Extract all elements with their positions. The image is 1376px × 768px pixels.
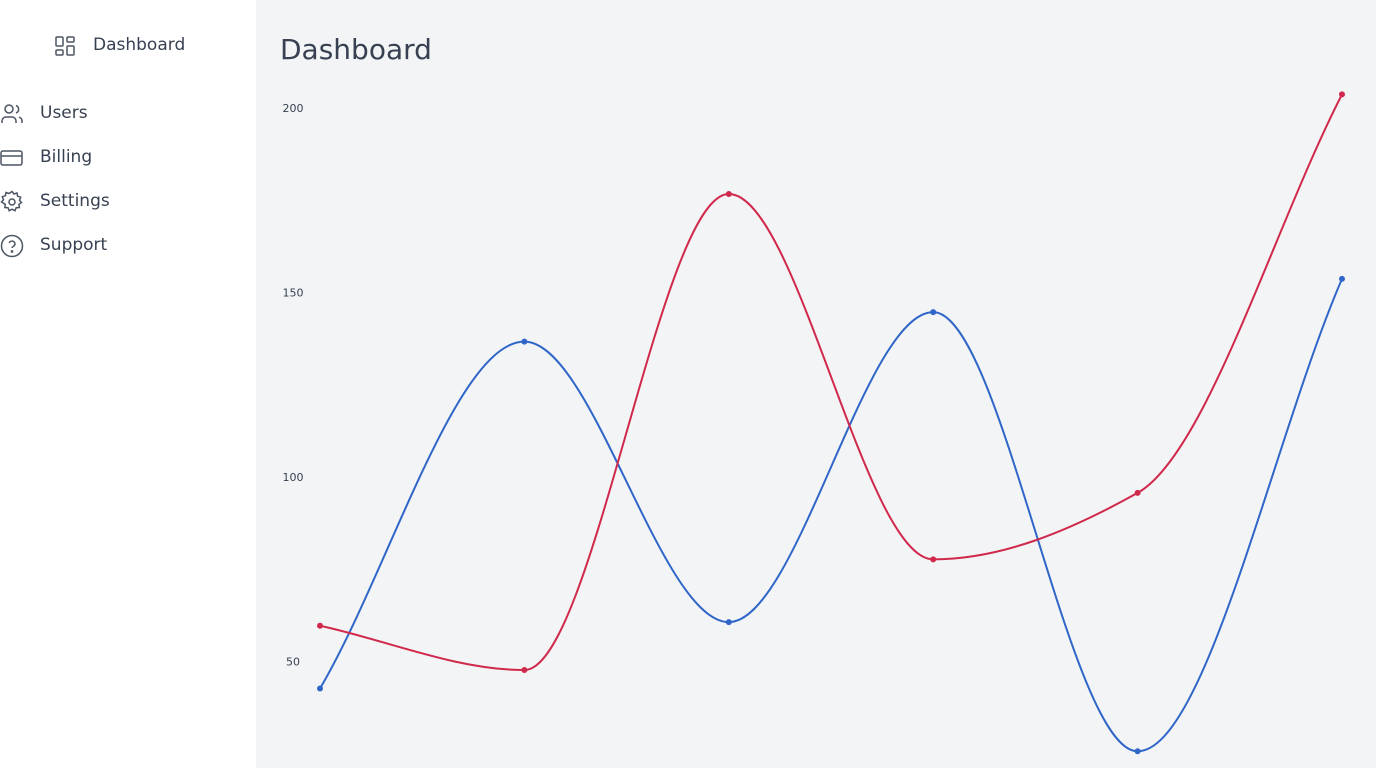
data-point: [725, 619, 732, 626]
data-point: [317, 685, 323, 692]
nav-billing[interactable]: Billing: [40, 147, 93, 167]
data-point: [930, 556, 937, 563]
users-icon: [1, 104, 23, 123]
data-point: [725, 191, 732, 198]
series-line: [319, 93, 1343, 672]
main-content: 50 100 150 200 Dashboard: [256, 0, 1376, 768]
billing-icon: [0, 150, 23, 166]
data-point: [1339, 91, 1345, 98]
page-title: Dashboard: [280, 33, 432, 66]
dashboard-icon: [55, 36, 75, 56]
data-point: [317, 622, 323, 629]
nav-support[interactable]: Support: [40, 235, 108, 255]
data-point: [1134, 489, 1141, 496]
y-tick-label: 200: [283, 102, 304, 115]
y-tick-label: 100: [283, 471, 304, 484]
sidebar: Dashboard Users Billing Settings Support: [0, 0, 256, 768]
series-line: [319, 278, 1343, 753]
data-point: [1339, 275, 1345, 282]
nav-users[interactable]: Users: [40, 103, 88, 123]
support-icon: [0, 234, 24, 258]
chart: 50 100 150 200: [283, 91, 1345, 755]
nav-settings[interactable]: Settings: [40, 191, 110, 211]
data-point: [521, 667, 528, 674]
data-point: [930, 309, 937, 316]
data-point: [521, 338, 528, 345]
y-tick-label: 50: [286, 656, 300, 669]
data-point: [1134, 748, 1141, 755]
y-tick-label: 150: [283, 287, 304, 300]
settings-icon: [0, 190, 23, 212]
nav-dashboard[interactable]: Dashboard: [93, 35, 186, 55]
